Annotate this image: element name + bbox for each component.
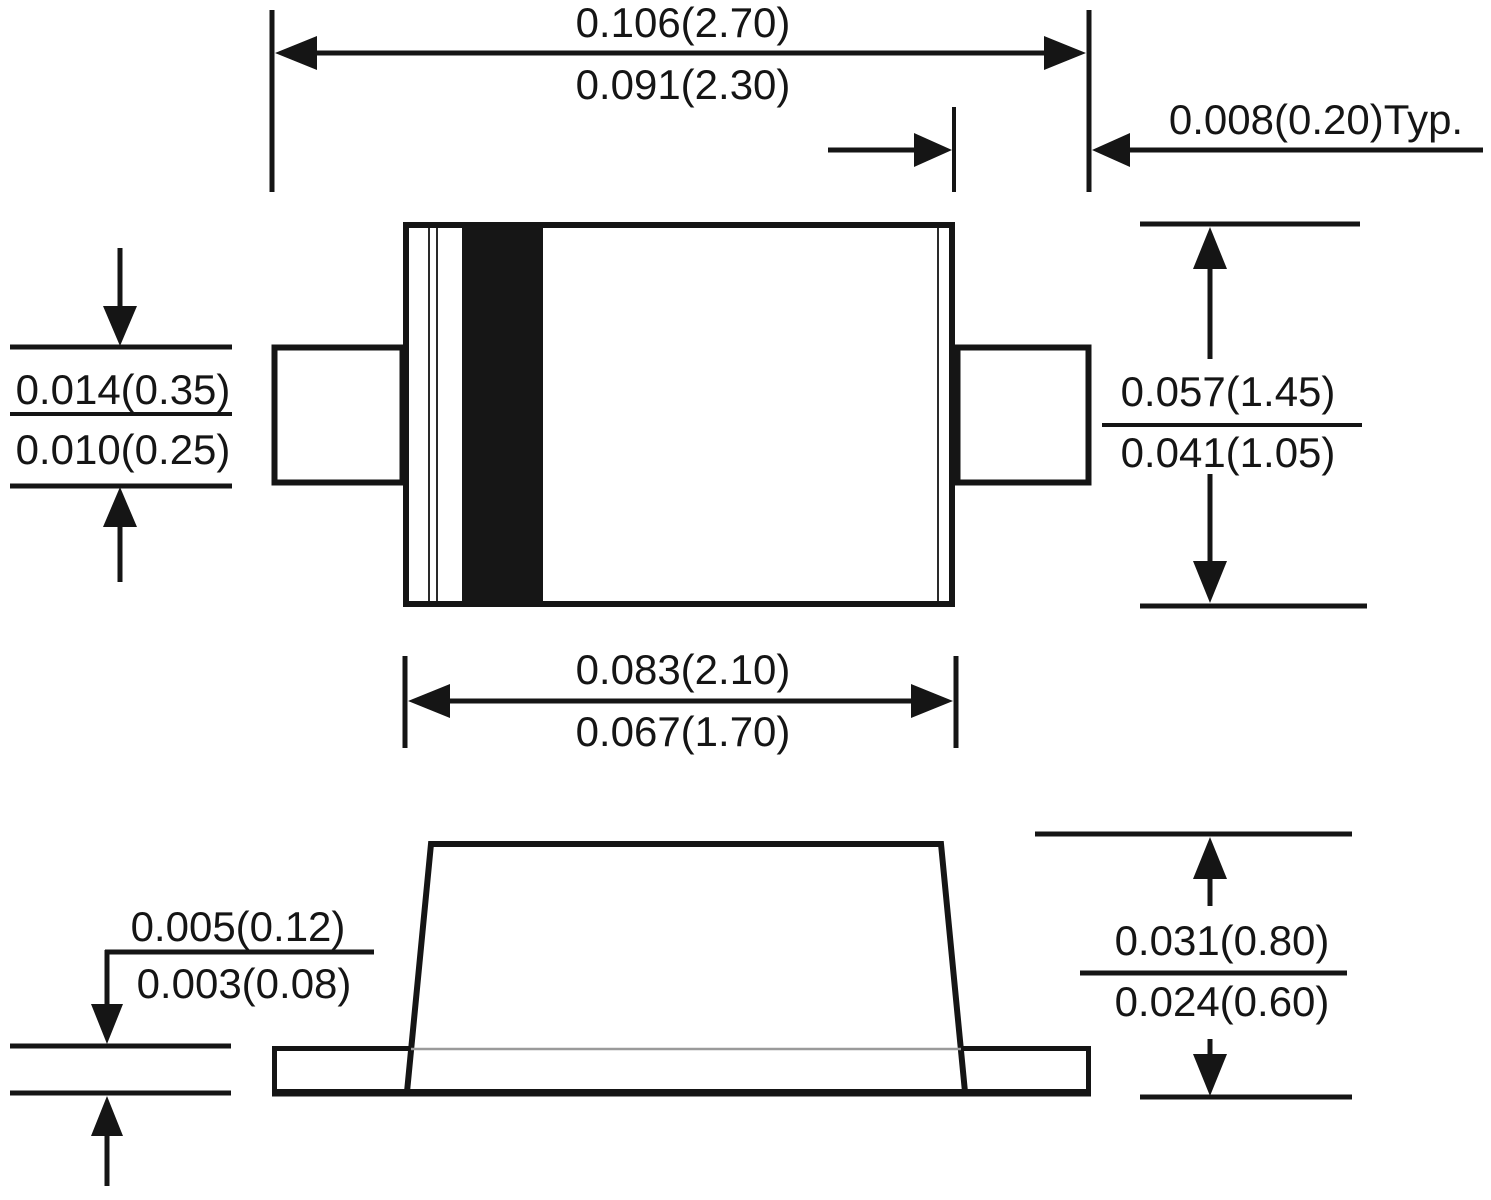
arrowhead-right	[911, 684, 953, 718]
dim-body-height-max: 0.057(1.45)	[1121, 368, 1336, 415]
dim-terminal-typ: 0.008(0.20)Typ.	[828, 96, 1483, 192]
arrowhead-up	[1193, 227, 1227, 269]
arrowhead-left-pointing	[1092, 133, 1130, 167]
dim-lead-height: 0.031(0.80) 0.024(0.60)	[1035, 831, 1352, 1100]
dim-lead-height-max: 0.031(0.80)	[1115, 917, 1330, 964]
dim-terminal-typ-label: 0.008(0.20)Typ.	[1169, 96, 1463, 143]
left-lead	[271, 344, 406, 486]
side-view	[271, 222, 1092, 607]
dim-standoff-max: 0.005(0.12)	[131, 903, 346, 950]
arrowhead-up	[103, 487, 137, 527]
dim-lead-thickness: 0.014(0.35) 0.010(0.25)	[10, 248, 232, 582]
dim-overall-width: 0.106(2.70) 0.091(2.30)	[269, 0, 1092, 192]
dim-standoff-min: 0.003(0.08)	[137, 960, 352, 1007]
arrowhead-left	[275, 36, 317, 70]
left-foot	[272, 1046, 417, 1094]
arrowhead-down	[1193, 561, 1227, 603]
dim-body-width-max: 0.083(2.10)	[576, 646, 791, 693]
bottom-view	[272, 841, 1091, 1097]
arrowhead-left	[408, 684, 450, 718]
arrowhead-right-pointing	[914, 133, 952, 167]
arrowhead-down	[1193, 1054, 1227, 1096]
arrowhead-right	[1044, 36, 1086, 70]
right-lead	[954, 344, 1092, 486]
arrowhead-down	[91, 1004, 123, 1044]
arrowhead-up	[91, 1096, 123, 1136]
dim-lead-thickness-min: 0.010(0.25)	[16, 426, 231, 473]
right-foot	[950, 1046, 1091, 1094]
dim-body-width: 0.083(2.10) 0.067(1.70)	[402, 646, 959, 755]
dim-body-height: 0.057(1.45) 0.041(1.05)	[1102, 221, 1367, 609]
dim-standoff: 0.005(0.12) 0.003(0.08)	[10, 903, 374, 1186]
dim-lead-thickness-max: 0.014(0.35)	[16, 366, 231, 413]
arrowhead-up	[1193, 837, 1227, 879]
dim-lead-height-min: 0.024(0.60)	[1115, 978, 1330, 1025]
body-trapezoid	[403, 841, 969, 1095]
arrowhead-down	[103, 306, 137, 346]
dim-body-width-min: 0.067(1.70)	[576, 708, 791, 755]
dim-overall-max: 0.106(2.70)	[576, 0, 791, 46]
cathode-band	[462, 226, 543, 604]
dim-body-height-min: 0.041(1.05)	[1121, 429, 1336, 476]
dim-overall-min: 0.091(2.30)	[576, 61, 791, 108]
